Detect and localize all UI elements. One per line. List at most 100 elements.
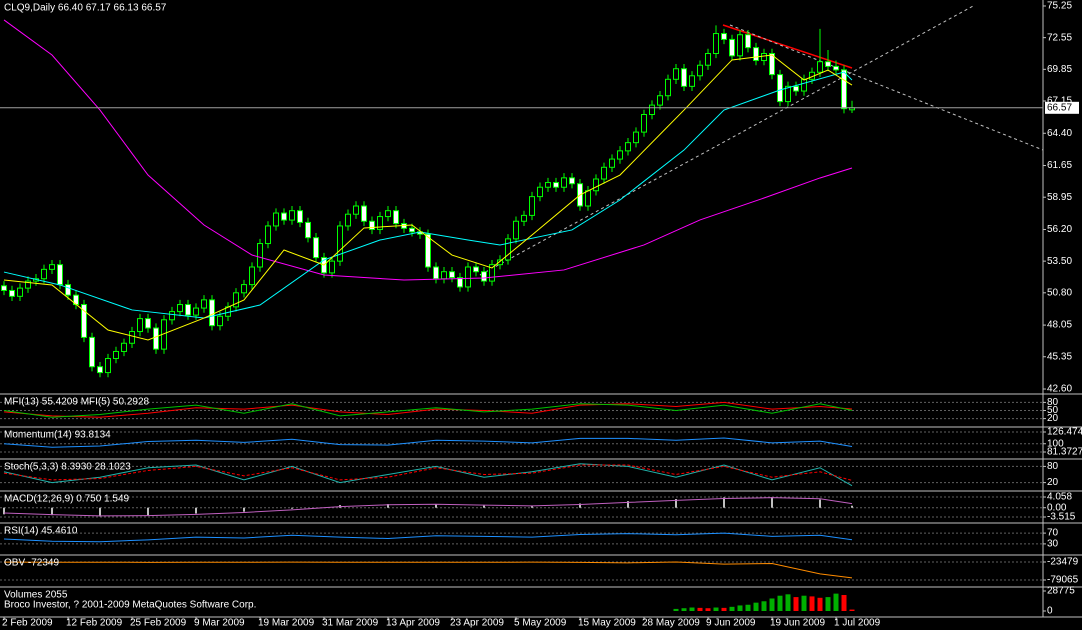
candle-body [737, 34, 743, 57]
candle-body [385, 210, 391, 218]
histogram-bar [851, 505, 853, 508]
volume-bar [761, 601, 767, 611]
candle-body [233, 292, 239, 308]
volume-bar [681, 608, 687, 611]
x-tick-label: 1 Jul 2009 [834, 618, 881, 629]
volume-bar [713, 607, 719, 611]
candle-body [777, 74, 783, 103]
candle-body [697, 64, 703, 77]
indicator-line [3, 497, 853, 517]
panel-subtitle: Broco Investor, ? 2001-2009 MetaQuotes S… [4, 600, 256, 611]
y-tick-label: 69.85 [1047, 64, 1072, 75]
volume-bar [745, 604, 751, 611]
indicator-line [3, 463, 853, 487]
y-tick-label: 28775 [1047, 586, 1075, 597]
panel-title: MFI(13) 55.4209 MFI(5) 50.2928 [4, 397, 150, 408]
indicator-line [3, 401, 853, 418]
y-tick-label: 80 [1047, 461, 1059, 472]
x-tick-label: 19 Mar 2009 [258, 618, 315, 629]
candle-body [665, 78, 671, 97]
candle-body [833, 65, 839, 71]
y-tick-label: 50.80 [1047, 287, 1072, 298]
volume-bar [841, 595, 847, 611]
candle-body [409, 227, 415, 233]
candle-body [137, 318, 143, 333]
candle-body [345, 213, 351, 227]
candle-body [65, 284, 71, 296]
volume-bar [721, 607, 727, 611]
histogram-bar [99, 507, 101, 517]
candle-body [785, 85, 791, 103]
histogram-bar [675, 499, 677, 508]
candle-body [273, 212, 279, 227]
trend-line [729, 24, 1044, 151]
candle-body [145, 318, 151, 329]
candle-body [9, 289, 15, 297]
x-tick-label: 23 Apr 2009 [450, 618, 504, 629]
candle-body [841, 69, 847, 110]
indicator-line [3, 403, 853, 418]
candle-body [689, 75, 695, 87]
x-tick-label: 25 Feb 2009 [130, 618, 187, 629]
volume-bar [825, 597, 831, 611]
candle-body [641, 113, 647, 133]
histogram-bar [195, 507, 197, 514]
y-tick-label: 80 [1047, 397, 1059, 408]
histogram-bar [771, 497, 773, 508]
candle-body [1, 285, 7, 291]
y-tick-label: 50 [1047, 405, 1059, 416]
candle-body [465, 266, 471, 288]
histogram-bar [579, 503, 581, 508]
y-tick-label: 0 [1047, 606, 1053, 617]
candle-body [369, 220, 375, 230]
candle-body [825, 61, 831, 67]
y-tick-label: 72.55 [1047, 32, 1072, 43]
volume-bar [729, 606, 735, 611]
candle-body [481, 271, 487, 282]
candle-body [585, 190, 591, 207]
candle-body [561, 177, 567, 188]
y-tick-label: -3.515 [1047, 512, 1076, 523]
x-tick-label: 13 Apr 2009 [386, 618, 440, 629]
volume-bar [753, 602, 759, 611]
y-tick-label: 126.474 [1047, 427, 1082, 438]
histogram-bar [3, 507, 5, 515]
candle-body [681, 68, 687, 87]
y-tick-label: -23479 [1047, 557, 1079, 568]
candle-body [97, 366, 103, 374]
candle-body [177, 304, 183, 313]
candle-body [745, 34, 751, 49]
indicator-line [3, 464, 853, 481]
volume-bar [801, 595, 807, 611]
candle-body [521, 214, 527, 222]
panel-title: CLQ9,Daily 66.40 67.17 66.13 66.57 [4, 3, 167, 14]
panel-title: Stoch(5,3,3) 8.3930 28.1023 [4, 462, 131, 473]
x-tick-label: 2 Feb 2009 [2, 618, 53, 629]
candle-body [209, 299, 215, 327]
candle-body [81, 304, 87, 338]
panel-title: Momentum(14) 93.8134 [4, 430, 111, 441]
panel-title: RSI(14) 45.4610 [4, 526, 78, 537]
candle-body [817, 61, 823, 73]
panel-title: MACD(12,26,9) 0.750 1.549 [4, 494, 130, 505]
volume-bar [785, 594, 791, 611]
y-tick-label: 48.05 [1047, 320, 1072, 331]
candle-body [193, 307, 199, 316]
candle-body [657, 95, 663, 106]
volume-bar [673, 608, 679, 611]
y-tick-label: 20 [1047, 413, 1059, 424]
x-tick-label: 9 Mar 2009 [194, 618, 245, 629]
y-tick-label: 0.00 [1047, 502, 1067, 513]
x-tick-label: 12 Feb 2009 [66, 618, 123, 629]
candle-body [41, 268, 47, 280]
candle-body [425, 233, 431, 268]
x-tick-label: 15 May 2009 [578, 618, 636, 629]
candle-body [513, 220, 519, 240]
candle-body [105, 358, 111, 374]
candle-body [129, 331, 135, 344]
panel-title: Volumes 2055 [4, 590, 68, 601]
candle-body [185, 304, 191, 316]
histogram-bar [147, 507, 149, 516]
volume-bar [817, 597, 823, 611]
